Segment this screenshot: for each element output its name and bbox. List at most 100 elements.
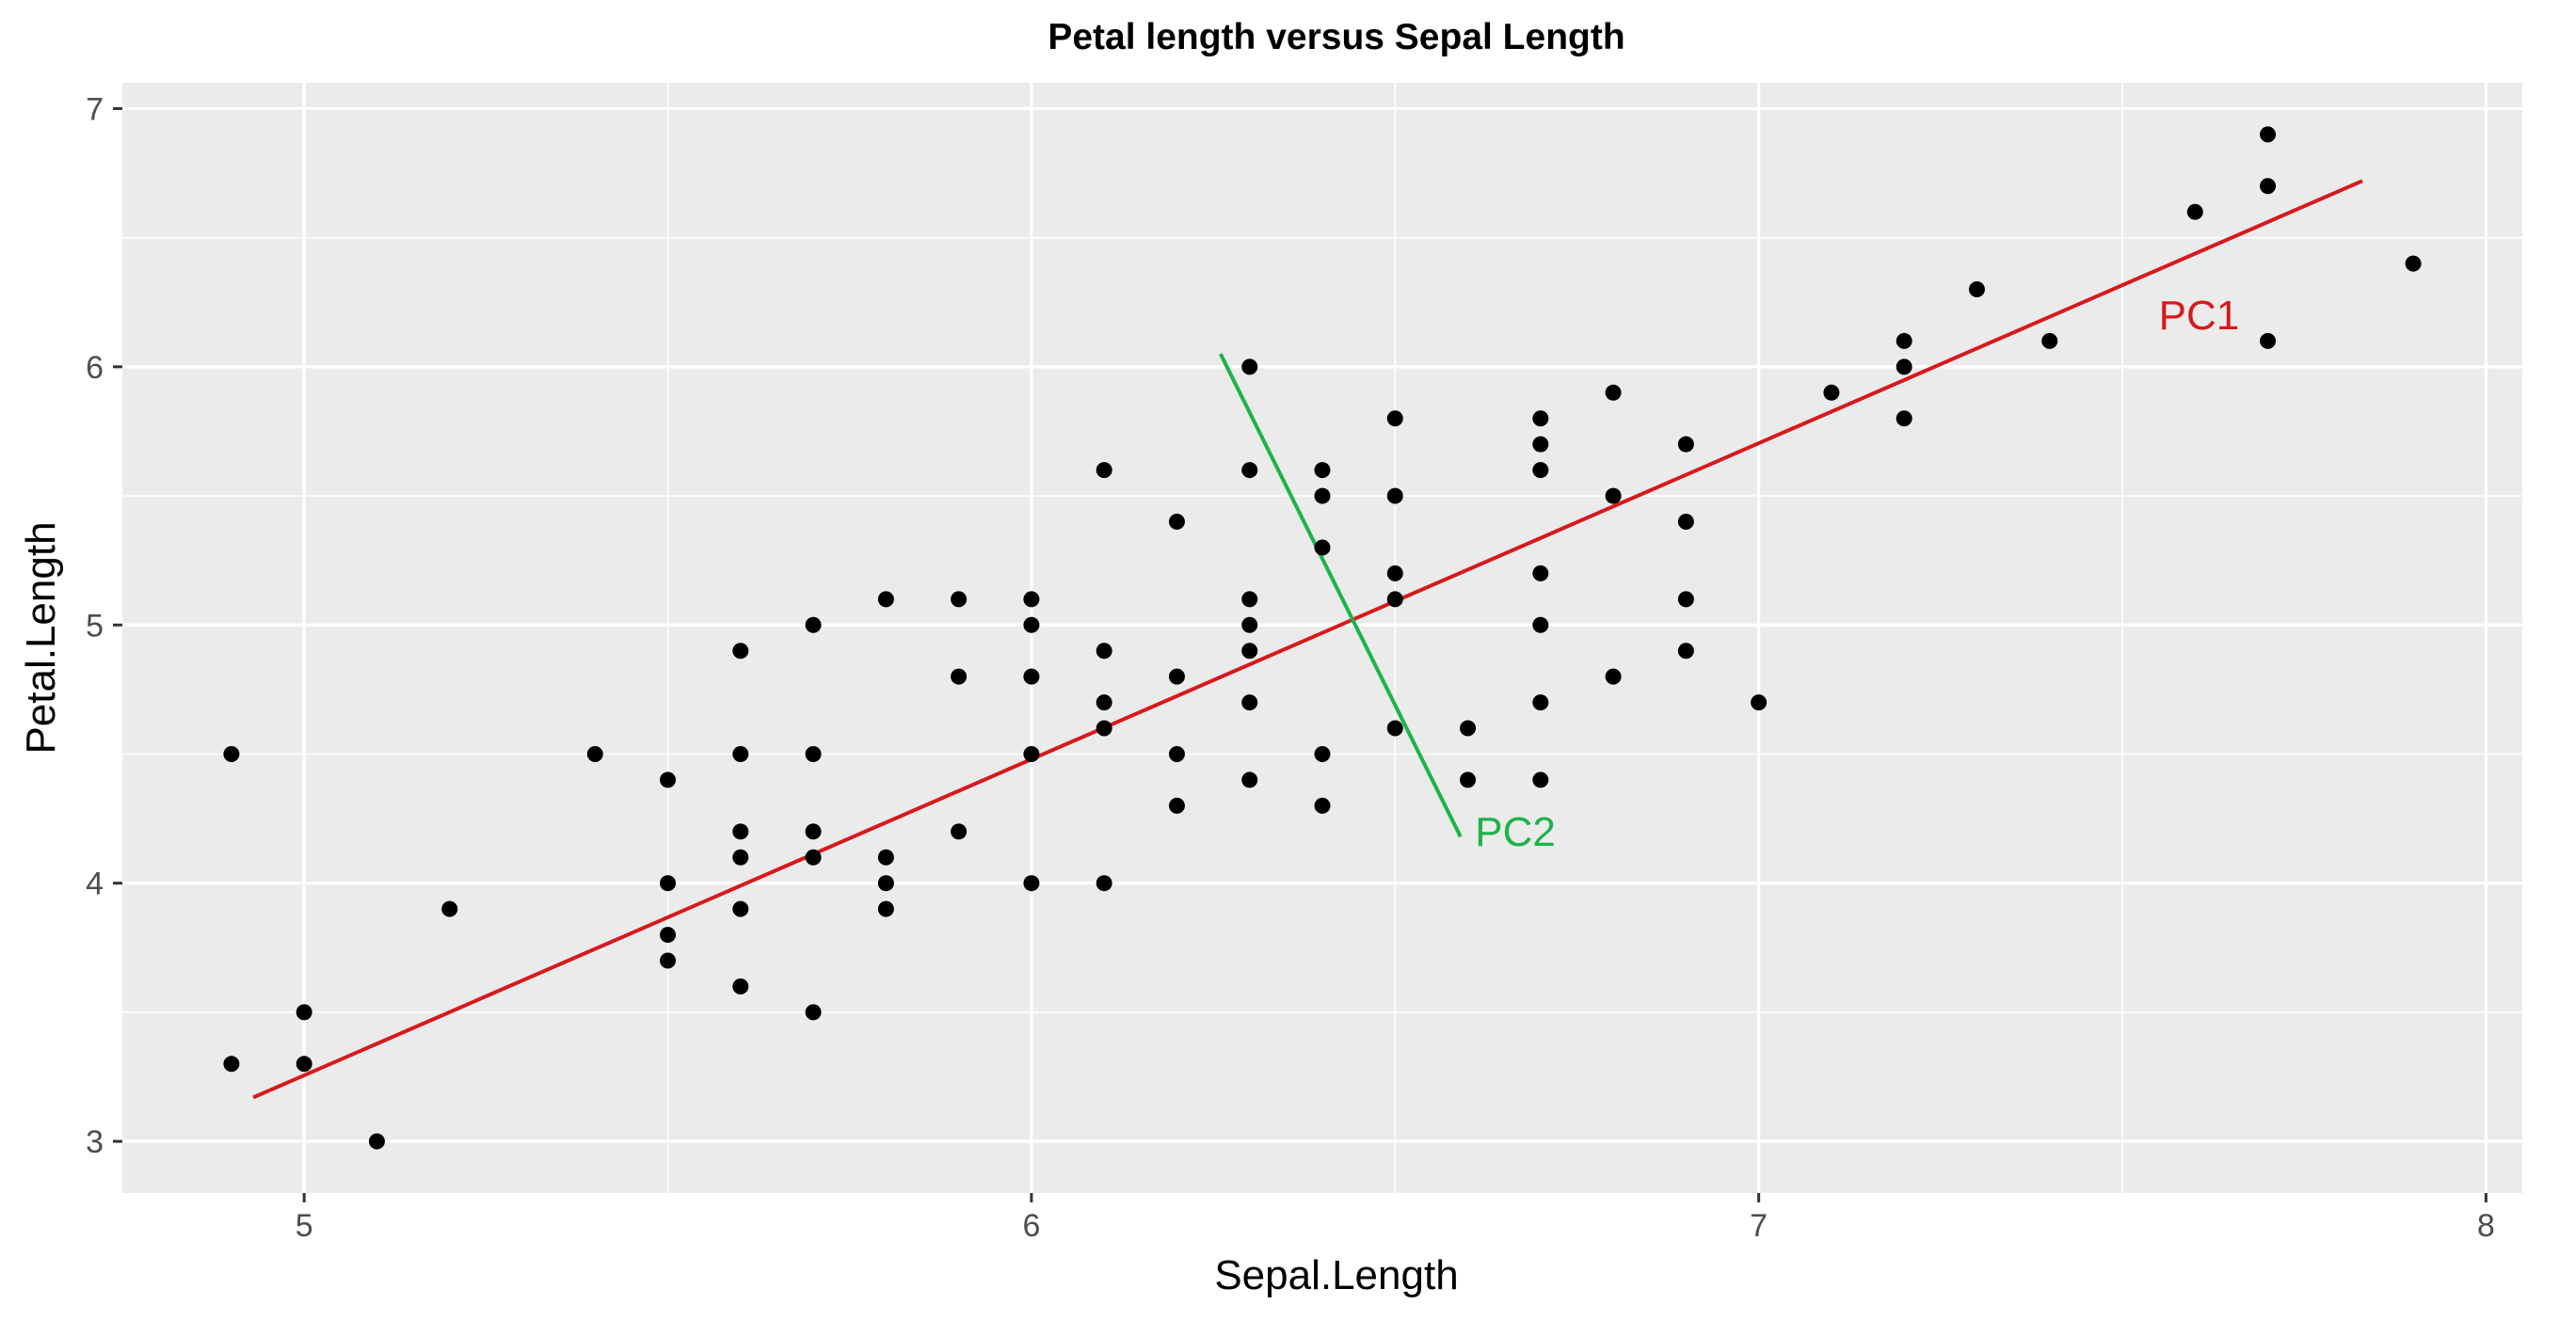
data-point — [1023, 668, 1040, 685]
data-point — [1460, 720, 1477, 737]
data-point — [1460, 771, 1477, 788]
data-point — [1023, 616, 1040, 633]
data-point — [1241, 694, 1258, 711]
data-point — [586, 745, 603, 762]
pc-lines — [252, 179, 2363, 1100]
data-point — [1168, 797, 1185, 814]
data-point — [296, 1056, 312, 1073]
data-point — [1532, 436, 1549, 453]
data-point — [1023, 875, 1040, 892]
data-point — [877, 900, 894, 917]
data-point — [1386, 410, 1403, 427]
pc2-line — [1219, 353, 1463, 838]
data-point — [1241, 643, 1258, 660]
data-point — [951, 668, 968, 685]
data-point — [1241, 358, 1258, 375]
data-point — [223, 1056, 240, 1073]
data-point — [805, 849, 822, 866]
data-point — [1532, 462, 1549, 479]
data-point — [805, 745, 822, 762]
data-point — [1968, 281, 1985, 298]
data-point — [732, 643, 749, 660]
data-point — [1023, 745, 1040, 762]
data-point — [660, 875, 677, 892]
chart-title: Petal length versus Sepal Length — [1048, 17, 1624, 57]
data-point — [1532, 616, 1549, 633]
data-point — [368, 1133, 385, 1150]
major-gridlines — [122, 83, 2522, 1193]
data-point — [1096, 720, 1112, 737]
data-point — [1241, 462, 1258, 479]
data-point — [1314, 797, 1331, 814]
data-point — [951, 591, 968, 608]
data-point — [877, 875, 894, 892]
data-point — [2041, 332, 2058, 349]
data-point — [223, 745, 240, 762]
x-tick-label: 5 — [296, 1208, 313, 1244]
data-point — [1314, 539, 1331, 556]
data-point — [1823, 384, 1840, 401]
data-point — [1241, 771, 1258, 788]
data-point — [2260, 178, 2277, 195]
data-point — [1386, 487, 1403, 504]
data-point — [2260, 126, 2277, 143]
data-point — [1386, 720, 1403, 737]
data-point — [805, 1004, 822, 1021]
data-point — [1677, 591, 1694, 608]
data-point — [877, 591, 894, 608]
data-point — [1168, 514, 1185, 531]
data-point — [2186, 203, 2203, 220]
y-tick-label: 6 — [86, 350, 104, 386]
data-point — [732, 823, 749, 840]
data-point — [732, 849, 749, 866]
pc2-label: PC2 — [1475, 809, 1556, 855]
data-point — [877, 849, 894, 866]
data-point — [1532, 771, 1549, 788]
data-point — [1314, 462, 1331, 479]
data-point — [1168, 668, 1185, 685]
data-point — [1096, 875, 1112, 892]
data-point — [805, 823, 822, 840]
data-point — [951, 823, 968, 840]
y-tick-label: 5 — [86, 608, 104, 644]
x-axis-title: Sepal.Length — [1214, 1252, 1458, 1298]
annotations: PC1 PC2 — [1475, 293, 2239, 855]
data-point — [732, 978, 749, 994]
y-axis: 3 4 5 6 7 — [86, 91, 122, 1160]
y-tick-label: 7 — [86, 91, 104, 127]
x-tick-label: 7 — [1750, 1208, 1768, 1244]
data-point — [2405, 255, 2422, 272]
pc1-line — [252, 179, 2363, 1100]
data-point — [732, 900, 749, 917]
data-point — [1677, 514, 1694, 531]
x-tick-label: 6 — [1022, 1208, 1040, 1244]
data-point — [1532, 565, 1549, 581]
data-point — [1168, 745, 1185, 762]
pc1-label: PC1 — [2159, 293, 2240, 339]
data-point — [1241, 616, 1258, 633]
data-point — [1605, 668, 1622, 685]
data-point — [1677, 436, 1694, 453]
data-point — [441, 900, 458, 917]
data-point — [1532, 694, 1549, 711]
data-point — [1532, 410, 1549, 427]
x-tick-label: 8 — [2477, 1208, 2495, 1244]
data-point — [1023, 591, 1040, 608]
data-point — [1751, 694, 1768, 711]
data-point — [1096, 643, 1112, 660]
data-point — [1241, 591, 1258, 608]
data-point — [1314, 745, 1331, 762]
data-point — [660, 771, 677, 788]
data-points — [223, 126, 2422, 1150]
data-point — [1677, 643, 1694, 660]
data-point — [1605, 384, 1622, 401]
data-point — [660, 952, 677, 969]
y-tick-label: 3 — [86, 1124, 104, 1160]
plot-panel — [122, 83, 2522, 1193]
data-point — [1605, 487, 1622, 504]
data-point — [660, 927, 677, 944]
data-point — [1386, 565, 1403, 581]
x-axis: 5 6 7 8 — [296, 1193, 2495, 1244]
data-point — [1896, 358, 1912, 375]
